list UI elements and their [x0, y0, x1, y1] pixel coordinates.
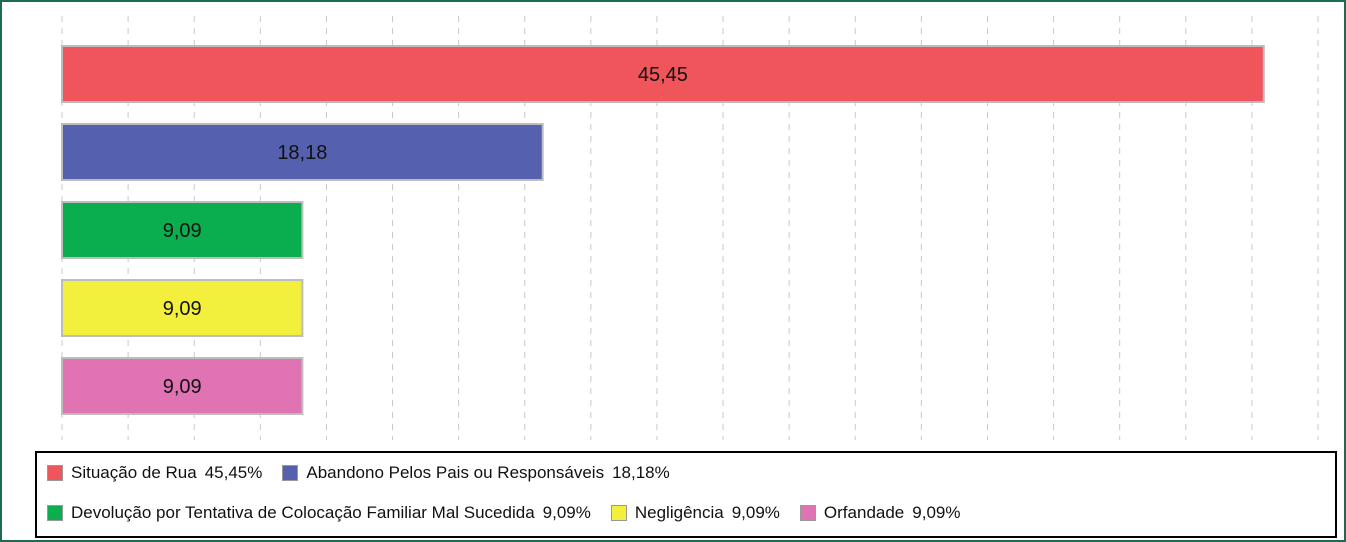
legend-item-abandono: Abandono Pelos Pais ou Responsáveis 18,1…: [282, 463, 670, 483]
bar-2: [61, 123, 544, 181]
legend-item-negligencia: Negligência 9,09%: [610, 503, 780, 523]
legend-value: 45,45%: [204, 463, 263, 482]
legend-row-1: Situação de Rua 45,45% Abandono Pelos Pa…: [47, 463, 690, 483]
bar-data-label: 9,09: [163, 220, 202, 242]
legend-label: Orfandade: [823, 503, 905, 522]
legend-label: Situação de Rua: [71, 463, 197, 482]
legend-item-devolucao: Devolução por Tentativa de Colocação Fam…: [47, 503, 591, 523]
legend-label: Abandono Pelos Pais ou Responsáveis: [306, 463, 605, 482]
legend-value: 9,09%: [912, 503, 961, 522]
legend-label: Negligência: [634, 503, 724, 522]
bar-chart: 45,45 18,18 9,09 9,09 9,09: [61, 16, 1319, 440]
legend-value: 9,09%: [542, 503, 591, 522]
bar-data-label: 18,18: [277, 142, 327, 164]
bar-data-label: 9,09: [163, 376, 202, 398]
legend-value: 9,09%: [731, 503, 780, 522]
legend-row-2: Devolução por Tentativa de Colocação Fam…: [47, 503, 980, 523]
legend-swatch: [610, 505, 627, 521]
bar-data-label: 45,45: [638, 64, 688, 86]
legend-label: Devolução por Tentativa de Colocação Fam…: [71, 503, 535, 522]
legend-swatch: [47, 465, 63, 481]
bar-data-label: 9,09: [163, 298, 202, 320]
legend-swatch: [47, 505, 63, 521]
legend-item-situacao-de-rua: Situação de Rua 45,45%: [47, 463, 262, 483]
bar-5: [61, 357, 304, 415]
bar-4: [61, 279, 304, 337]
legend-swatch: [282, 465, 299, 481]
bar-data-labels: 45,45 18,18 9,09 9,09 9,09: [163, 64, 688, 398]
legend-item-orfandade: Orfandade 9,09%: [799, 503, 961, 523]
bars: [61, 45, 1265, 415]
legend-swatch: [799, 505, 816, 521]
legend-value: 18,18%: [612, 463, 670, 482]
legend: Situação de Rua 45,45% Abandono Pelos Pa…: [35, 451, 1337, 538]
bar-1: [61, 45, 1265, 103]
bar-3: [61, 201, 304, 259]
